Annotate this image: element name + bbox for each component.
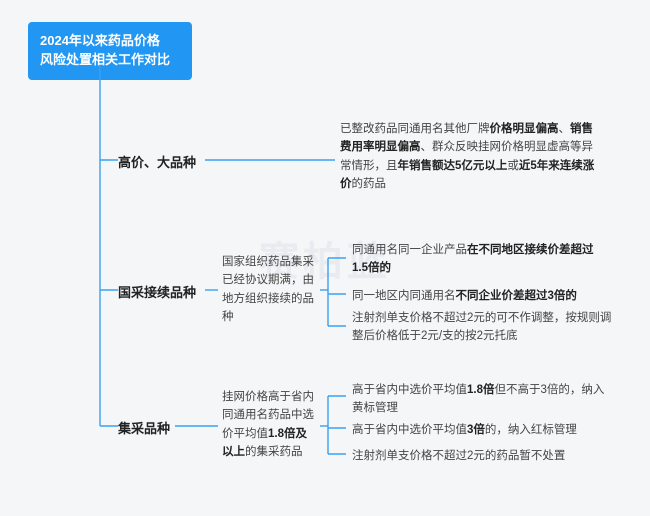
cat3-label: 集采品种	[118, 418, 170, 437]
cat3-s2-b: 3倍	[467, 424, 485, 436]
cat3-sub3: 注射剂单支价格不超过2元的药品暂不处置	[352, 448, 610, 466]
cat3-s2-pre: 高于省内中选价平均值	[352, 424, 467, 436]
cat1-desc: 已整改药品同通用名其他厂牌价格明显偏高、销售费用率明显偏高、群众反映挂网价格明显…	[340, 120, 600, 194]
cat1-pre: 已整改药品同通用名其他厂牌	[340, 123, 490, 135]
root-line2: 风险处置相关工作对比	[40, 52, 170, 67]
cat3-s1-pre: 高于省内中选价平均值	[352, 384, 467, 396]
cat2-s2-b: 不同企业价差超过3倍的	[456, 290, 577, 302]
cat3-s2-mid: 的，纳入红标管理	[485, 424, 577, 436]
cat2-sub2: 同一地区内同通用名不同企业价差超过3倍的	[352, 288, 604, 306]
cat1-tail: 的药品	[352, 178, 387, 190]
cat1-m3: 或	[507, 160, 519, 172]
cat2-desc: 国家组织药品集采已经协议期满，由地方组织接续的品种	[222, 253, 318, 327]
cat2-sub1: 同通用名同一企业产品在不同地区接续价差超过1.5倍的	[352, 242, 604, 278]
cat1-b3: 年销售额达5亿元以上	[398, 160, 508, 172]
cat1-label: 高价、大品种	[118, 152, 196, 171]
cat3-sub2: 高于省内中选价平均值3倍的，纳入红标管理	[352, 422, 610, 440]
cat1-m1: 、	[559, 123, 571, 135]
cat3-sub1: 高于省内中选价平均值1.8倍但不高于3倍的，纳入黄标管理	[352, 382, 610, 418]
root-title: 2024年以来药品价格 风险处置相关工作对比	[28, 22, 192, 80]
cat2-s1-pre: 同通用名同一企业产品	[352, 244, 467, 256]
cat2-sub3: 注射剂单支价格不超过2元的可不作调整，按规则调整后价格低于2元/支的按2元托底	[352, 310, 612, 346]
cat2-label: 国采接续品种	[118, 282, 196, 301]
cat1-b1: 价格明显偏高	[490, 123, 559, 135]
cat2-s2-pre: 同一地区内同通用名	[352, 290, 456, 302]
cat3-s1-b: 1.8倍	[467, 384, 495, 396]
cat3-desc: 挂网价格高于省内同通用名药品中选价平均值1.8倍及以上的集采药品	[222, 388, 318, 462]
root-line1: 2024年以来药品价格	[40, 33, 160, 48]
cat3-tail: 的集采药品	[245, 446, 303, 458]
